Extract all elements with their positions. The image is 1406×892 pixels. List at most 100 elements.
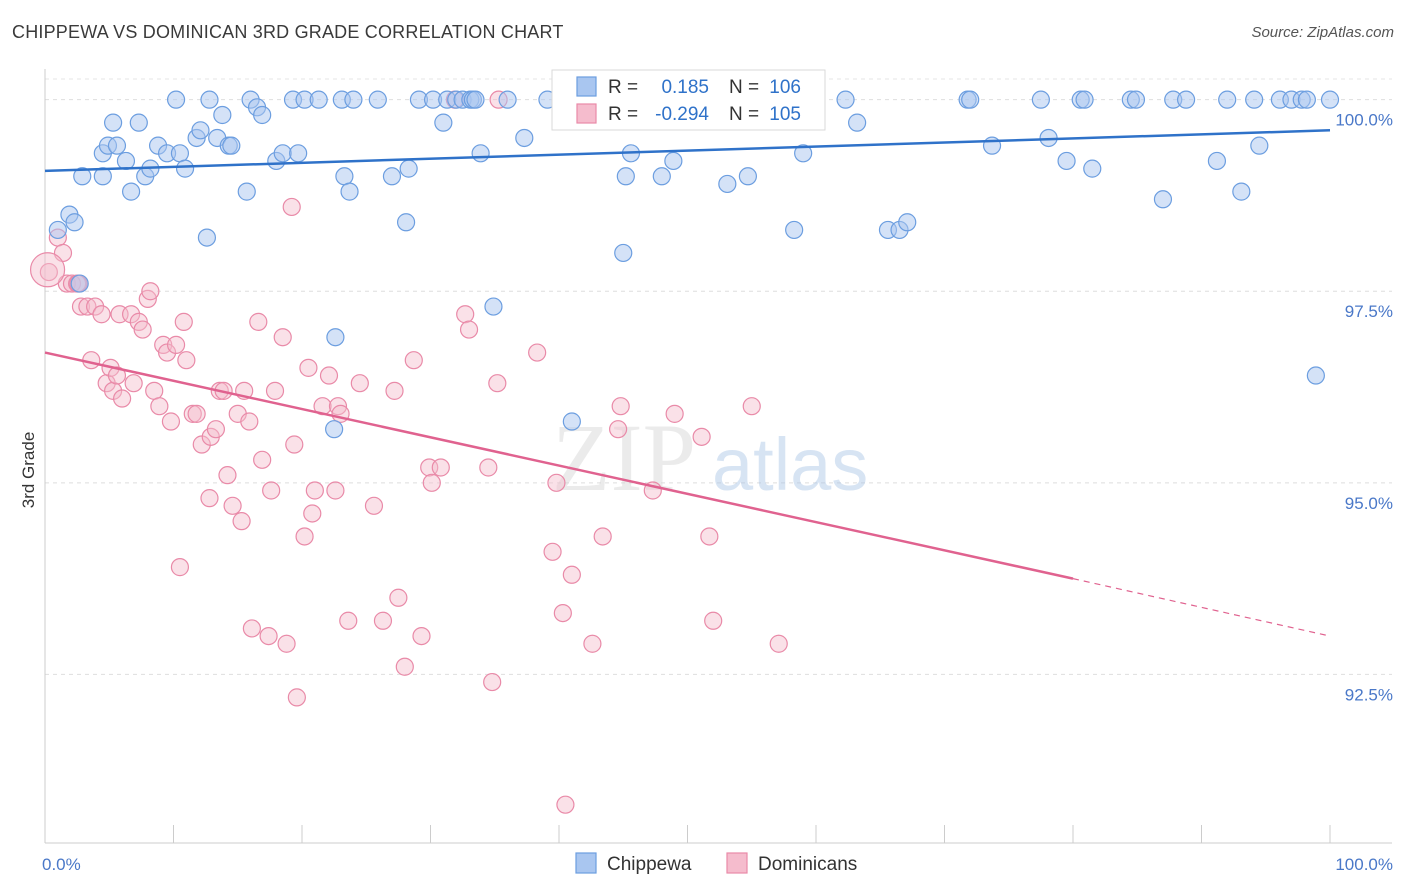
chippewa-point bbox=[1306, 366, 1325, 385]
grid-lines bbox=[45, 78, 1392, 675]
legend-r-label-1: R = bbox=[608, 77, 638, 98]
chart-title: CHIPPEWA VS DOMINICAN 3RD GRADE CORRELAT… bbox=[12, 22, 564, 42]
dominicans-point bbox=[223, 496, 242, 515]
chippewa-point bbox=[652, 167, 671, 186]
dominicans-point bbox=[133, 320, 152, 339]
chippewa-point bbox=[515, 128, 534, 148]
dominicans-point bbox=[71, 297, 91, 316]
tick-labels: 92.5% 95.0% 97.5% 100.0% 0.0% 100.0% bbox=[42, 111, 1393, 874]
chippewa-point bbox=[718, 174, 737, 194]
dominicans-point bbox=[583, 634, 602, 653]
dominicans-point bbox=[593, 527, 612, 546]
dominicans-point bbox=[170, 558, 190, 577]
dominicans-point bbox=[385, 381, 404, 400]
bottom-legend-swatch-chippewa bbox=[575, 852, 597, 874]
chippewa-point bbox=[1075, 90, 1094, 109]
axes bbox=[44, 69, 1392, 844]
dominicans-point bbox=[556, 795, 575, 814]
y-tick-label: 97.5% bbox=[1345, 302, 1393, 321]
dominicans-point bbox=[141, 282, 160, 301]
chippewa-point bbox=[396, 213, 416, 232]
chippewa-point bbox=[498, 90, 517, 109]
dominicans-point bbox=[218, 466, 237, 485]
dominicans-point bbox=[39, 262, 58, 282]
dominicans-point bbox=[29, 252, 66, 288]
dominicans-point bbox=[350, 374, 369, 393]
dominicans-point bbox=[112, 389, 132, 408]
chippewa-point bbox=[1207, 151, 1227, 171]
chippewa-point bbox=[1320, 90, 1340, 109]
dominicans-point bbox=[611, 397, 630, 416]
dominicans-point bbox=[166, 335, 186, 354]
legend-n-label-1: N = bbox=[729, 77, 759, 98]
dominicans-points bbox=[29, 90, 788, 814]
chippewa-point bbox=[273, 144, 292, 163]
chippewa-point bbox=[121, 182, 141, 201]
chippewa-point bbox=[738, 167, 757, 186]
dominicans-point bbox=[553, 603, 572, 623]
dominicans-point bbox=[282, 197, 301, 217]
dominicans-point bbox=[200, 489, 219, 508]
dominicans-point bbox=[265, 381, 285, 400]
chippewa-point bbox=[170, 144, 190, 163]
chippewa-point bbox=[382, 167, 402, 186]
chippewa-point bbox=[1250, 136, 1269, 155]
dominicans-point bbox=[285, 435, 304, 454]
dominicans-point bbox=[262, 481, 281, 500]
dominicans-point bbox=[543, 542, 562, 561]
y-tick-label: 92.5% bbox=[1345, 685, 1393, 704]
dominicans-point bbox=[295, 527, 314, 546]
chippewa-point bbox=[289, 144, 308, 163]
dominicans-point bbox=[253, 450, 272, 469]
chippewa-point bbox=[1126, 90, 1146, 109]
dominicans-point bbox=[187, 404, 206, 423]
chippewa-point bbox=[616, 167, 635, 186]
dominicans-point bbox=[92, 305, 111, 324]
dominicans-point bbox=[769, 634, 788, 653]
chippewa-point bbox=[368, 90, 387, 109]
chippewa-point bbox=[48, 220, 67, 240]
dominicans-point bbox=[339, 611, 358, 630]
dominicans-point bbox=[704, 611, 723, 630]
chippewa-point bbox=[325, 420, 344, 439]
dominicans-point bbox=[562, 565, 581, 584]
legend-r-value-1: 0.185 bbox=[661, 77, 709, 98]
dominicans-point bbox=[665, 404, 684, 423]
bottom-legend-chippewa: Chippewa bbox=[607, 854, 692, 875]
dominicans-point bbox=[305, 481, 324, 500]
x-tick-label-max: 100.0% bbox=[1335, 855, 1393, 874]
legend-r-label-2: R = bbox=[608, 104, 638, 125]
chippewa-point bbox=[237, 182, 256, 201]
correlation-legend: R = 0.185 N = 106 R = -0.294 N = 105 bbox=[551, 69, 826, 131]
dominicans-point bbox=[303, 504, 322, 523]
dominicans-point bbox=[395, 657, 414, 676]
chippewa-point bbox=[309, 90, 328, 109]
dominicans-point bbox=[145, 381, 164, 400]
chippewa-point bbox=[399, 159, 418, 178]
legend-n-label-2: N = bbox=[729, 104, 759, 125]
dominicans-point bbox=[107, 366, 127, 385]
chippewa-point bbox=[664, 151, 683, 171]
legend-swatch-chippewa bbox=[576, 76, 597, 97]
chippewa-point bbox=[213, 105, 232, 125]
chippewa-point bbox=[340, 182, 359, 201]
dominicans-point bbox=[183, 404, 202, 423]
chippewa-point bbox=[65, 213, 84, 232]
dominicans-point bbox=[700, 527, 719, 546]
dominicans-point bbox=[459, 320, 479, 339]
y-tick-label: 100.0% bbox=[1335, 111, 1393, 130]
chippewa-point bbox=[836, 90, 855, 109]
chippewa-point bbox=[434, 113, 453, 132]
dominicans-point bbox=[479, 458, 498, 477]
dominicans-point bbox=[287, 688, 306, 707]
chippewa-point bbox=[1218, 90, 1237, 109]
dominicans-point bbox=[174, 312, 193, 331]
watermark: ZIP atlas bbox=[552, 404, 868, 511]
dominicans-point bbox=[326, 481, 345, 500]
dominicans-point bbox=[242, 619, 261, 638]
chippewa-point bbox=[1176, 90, 1196, 109]
legend-frame bbox=[551, 69, 826, 131]
dominicans-point bbox=[121, 305, 141, 324]
dominicans-point bbox=[206, 420, 226, 439]
chippewa-point bbox=[166, 90, 186, 109]
